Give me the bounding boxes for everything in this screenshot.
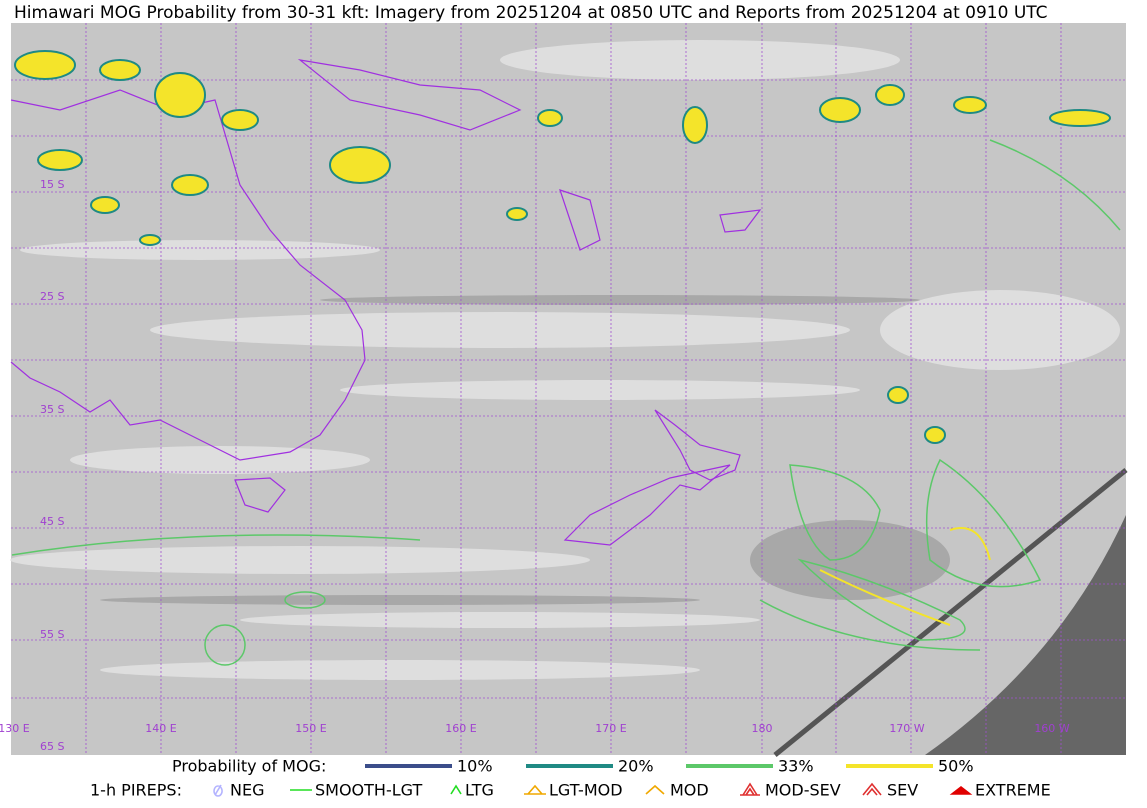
pirep-symbol bbox=[524, 784, 546, 795]
legend-item: LTG bbox=[465, 781, 494, 800]
legend-label: 1-h PIREPS: bbox=[90, 781, 182, 800]
pirep-symbol bbox=[645, 784, 665, 795]
legend-item: 20% bbox=[618, 757, 654, 776]
legend-item: EXTREME bbox=[975, 781, 1051, 800]
lat-label: 65 S bbox=[40, 740, 64, 753]
lat-label: 55 S bbox=[40, 628, 64, 641]
lon-label: 150 E bbox=[295, 722, 326, 735]
legend-item: SEV bbox=[887, 781, 918, 800]
lon-label: 180 bbox=[752, 722, 773, 735]
latitude-labels: 15 S 25 S 35 S 45 S 55 S 65 S bbox=[40, 178, 64, 753]
lon-label: 160 E bbox=[445, 722, 476, 735]
longitude-labels: 130 E 140 E 150 E 160 E 170 E 180 170 W … bbox=[0, 722, 1070, 735]
legend-item: SMOOTH-LGT bbox=[315, 781, 422, 800]
mog-contours bbox=[11, 50, 1121, 666]
pirep-symbol bbox=[862, 782, 882, 796]
pirep-symbol bbox=[949, 785, 973, 795]
legend-item: 10% bbox=[457, 757, 493, 776]
pirep-symbol bbox=[450, 784, 462, 795]
grid bbox=[11, 23, 1126, 755]
no-data-region bbox=[925, 515, 1126, 755]
scan-line bbox=[773, 468, 1128, 757]
pirep-symbol bbox=[213, 784, 223, 797]
legend-item: MOD bbox=[670, 781, 709, 800]
legend-item: MOD-SEV bbox=[765, 781, 841, 800]
legend-item: NEG bbox=[230, 781, 264, 800]
lon-label: 130 E bbox=[0, 722, 30, 735]
lat-label: 35 S bbox=[40, 403, 64, 416]
lon-label: 160 W bbox=[1034, 722, 1069, 735]
lat-label: 15 S bbox=[40, 178, 64, 191]
cloud-streaks bbox=[10, 40, 1120, 680]
lon-label: 140 E bbox=[145, 722, 176, 735]
legend-item: LGT-MOD bbox=[549, 781, 623, 800]
legend-item: 33% bbox=[778, 757, 814, 776]
lat-label: 45 S bbox=[40, 515, 64, 528]
dark-streaks bbox=[100, 295, 950, 605]
lat-label: 25 S bbox=[40, 290, 64, 303]
legend-item: 50% bbox=[938, 757, 974, 776]
lon-label: 170 E bbox=[595, 722, 626, 735]
legend-label: Probability of MOG: bbox=[172, 757, 326, 776]
lon-label: 170 W bbox=[889, 722, 924, 735]
title: Himawari MOG Probability from 30-31 kft:… bbox=[14, 3, 1048, 23]
pirep-symbol bbox=[740, 782, 760, 796]
legend: Probability of MOG: 1-h PIREPS: 10% 20% 33… bbox=[90, 757, 1051, 800]
map: 15 S 25 S 35 S 45 S 55 S 65 S 130 E 140 … bbox=[0, 23, 1128, 757]
